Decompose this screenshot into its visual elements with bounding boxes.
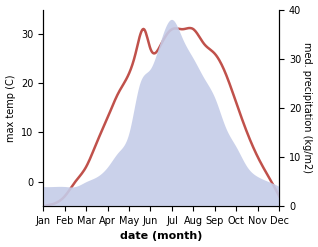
X-axis label: date (month): date (month) (120, 231, 203, 242)
Y-axis label: med. precipitation (kg/m2): med. precipitation (kg/m2) (302, 42, 313, 173)
Y-axis label: max temp (C): max temp (C) (5, 74, 16, 142)
